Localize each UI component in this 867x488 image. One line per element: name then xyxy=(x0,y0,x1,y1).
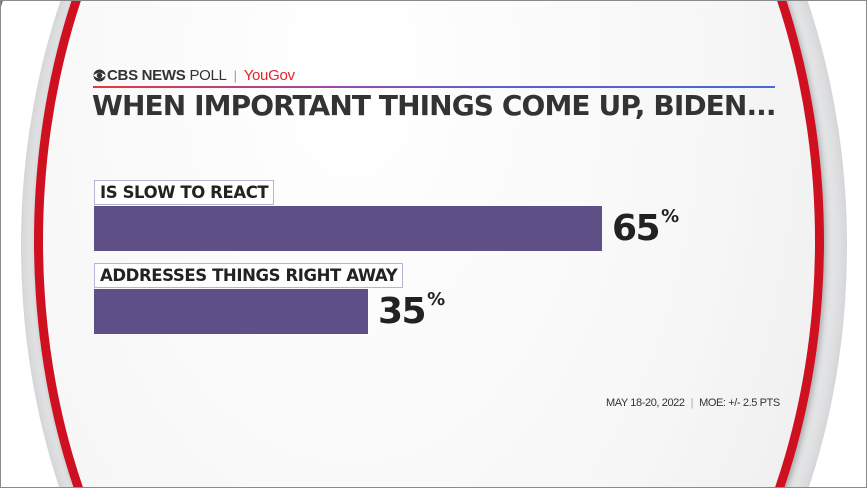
header-rule xyxy=(93,86,775,88)
footer-separator: | xyxy=(690,397,694,409)
partner-logo: YouGov xyxy=(243,66,295,84)
cbs-eye-icon xyxy=(93,69,106,82)
poll-dates: MAY 18-20, 2022 xyxy=(606,397,685,409)
bar-label: ADDRESSES THINGS RIGHT AWAY xyxy=(94,263,404,288)
bar-value: 65% xyxy=(612,206,680,249)
margin-of-error: MOE: +/- 2.5 PTS xyxy=(699,397,780,409)
bar-label: IS SLOW TO REACT xyxy=(94,180,275,205)
brand-header: CBS NEWS POLL | YouGov xyxy=(93,66,295,84)
brand-separator: | xyxy=(233,67,237,83)
bar-slow-to-react xyxy=(94,206,602,251)
chart-title: WHEN IMPORTANT THINGS COME UP, BIDEN... xyxy=(92,89,777,122)
network-name: CBS NEWS xyxy=(107,66,186,84)
poll-footnote: MAY 18-20, 2022 | MOE: +/- 2.5 PTS xyxy=(606,397,780,409)
bar-addresses-right-away xyxy=(94,289,368,334)
bar-value: 35% xyxy=(378,289,446,332)
poll-label: POLL xyxy=(189,66,227,84)
